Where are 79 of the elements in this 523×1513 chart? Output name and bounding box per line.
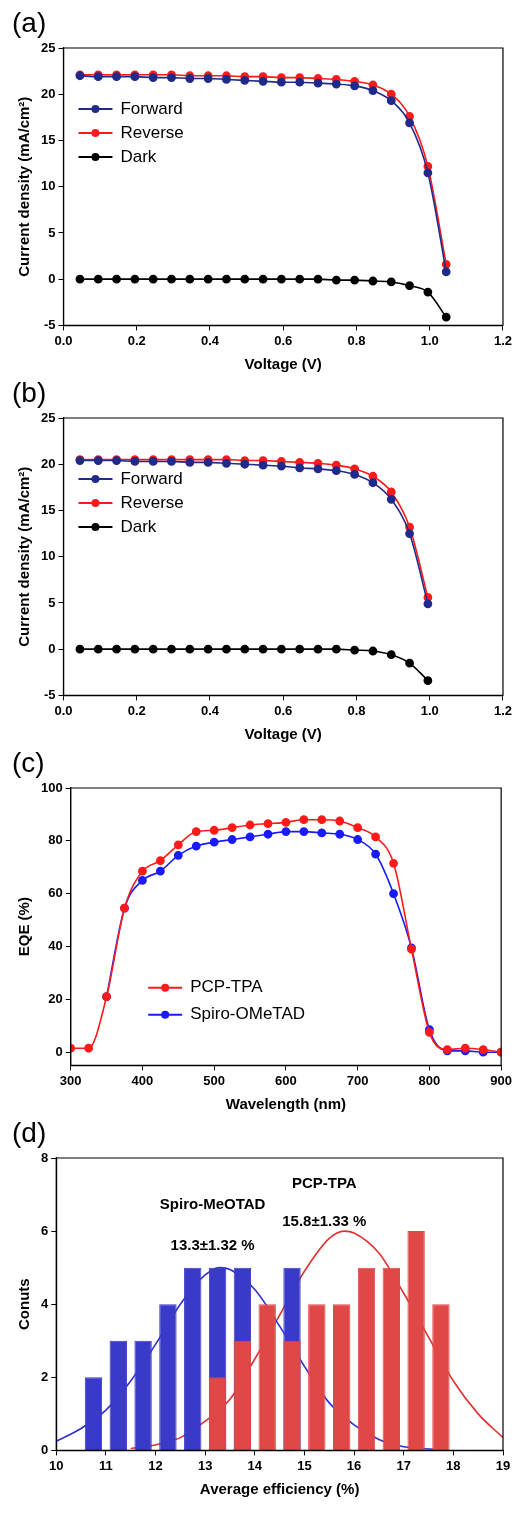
x-tick-label: 900 bbox=[490, 1072, 513, 1088]
x-tick-label: 600 bbox=[275, 1072, 297, 1088]
y-tick-label: 10 bbox=[40, 178, 56, 194]
y-tick-label: 10 bbox=[40, 548, 56, 564]
chart-title: (b) bbox=[12, 376, 47, 408]
legend-label: Dark bbox=[120, 516, 157, 536]
x-tick-label: 400 bbox=[131, 1072, 154, 1088]
y-axis-title: Conuts bbox=[15, 1278, 33, 1331]
x-axis-title: Wavelength (nm) bbox=[225, 1095, 347, 1113]
x-tick-label: 1.2 bbox=[493, 332, 512, 348]
annotation: 15.8±1.33 % bbox=[282, 1212, 367, 1230]
x-tick-label: 12 bbox=[148, 1457, 163, 1473]
legend-label: Forward bbox=[120, 98, 183, 118]
legend-label: PCP-TPA bbox=[190, 977, 264, 997]
x-tick-label: 1.0 bbox=[420, 332, 439, 348]
legend-label: Reverse bbox=[120, 122, 184, 142]
x-tick-label: 1.2 bbox=[493, 702, 512, 718]
y-tick-label: 100 bbox=[40, 779, 63, 795]
chart-title: (d) bbox=[12, 1116, 47, 1148]
y-tick-label: 20 bbox=[48, 990, 63, 1006]
x-tick-label: 0.2 bbox=[127, 332, 146, 348]
x-tick-label: 11 bbox=[99, 1457, 113, 1473]
y-tick-label: 0 bbox=[48, 270, 56, 286]
x-tick-label: 300 bbox=[59, 1072, 82, 1088]
y-tick-label: 40 bbox=[48, 938, 63, 954]
x-tick-label: 17 bbox=[396, 1457, 411, 1473]
chart-title: (c) bbox=[12, 746, 45, 778]
x-tick-label: 500 bbox=[203, 1072, 226, 1088]
y-tick-label: 4 bbox=[41, 1295, 49, 1311]
x-tick-label: 800 bbox=[418, 1072, 441, 1088]
y-axis-title: Current density (mA/cm²) bbox=[15, 466, 33, 647]
y-tick-label: 80 bbox=[48, 832, 63, 848]
x-tick-label: 0.0 bbox=[54, 332, 73, 348]
x-tick-label: 0.2 bbox=[127, 702, 146, 718]
y-tick-label: 6 bbox=[41, 1222, 49, 1238]
y-tick-label: -5 bbox=[43, 686, 56, 702]
y-tick-label: 15 bbox=[40, 132, 56, 148]
annotation: PCP-TPA bbox=[291, 1174, 357, 1192]
y-tick-label: 25 bbox=[40, 409, 56, 425]
legend-label: Dark bbox=[120, 146, 157, 166]
y-tick-label: -5 bbox=[43, 316, 56, 332]
x-tick-label: 0.4 bbox=[200, 332, 220, 348]
x-tick-label: 0.6 bbox=[274, 332, 293, 348]
x-tick-label: 1.0 bbox=[420, 702, 439, 718]
y-tick-label: 0 bbox=[48, 640, 56, 656]
legend-label: Reverse bbox=[120, 492, 184, 512]
y-axis-title: EQE (%) bbox=[15, 897, 33, 957]
y-tick-label: 0 bbox=[41, 1441, 49, 1457]
y-tick-label: 5 bbox=[48, 594, 56, 610]
y-tick-label: 60 bbox=[48, 885, 63, 901]
y-tick-label: 20 bbox=[40, 455, 56, 471]
annotation: Spiro-MeOTAD bbox=[159, 1194, 266, 1212]
x-axis-title: Average efficiency (%) bbox=[199, 1480, 360, 1498]
legend-label: Spiro-OMeTAD bbox=[190, 1004, 306, 1024]
x-tick-label: 18 bbox=[446, 1457, 461, 1473]
chart-title: (a) bbox=[12, 6, 47, 38]
x-tick-label: 14 bbox=[247, 1457, 263, 1473]
x-tick-label: 15 bbox=[297, 1457, 312, 1473]
y-tick-label: 5 bbox=[48, 224, 56, 240]
y-tick-label: 0 bbox=[55, 1043, 63, 1059]
y-tick-label: 15 bbox=[40, 502, 56, 518]
y-axis-title: Current density (mA/cm²) bbox=[15, 96, 33, 277]
y-tick-label: 2 bbox=[41, 1368, 49, 1384]
x-tick-label: 0.4 bbox=[200, 702, 220, 718]
x-tick-label: 700 bbox=[346, 1072, 369, 1088]
x-axis-title: Voltage (V) bbox=[244, 725, 322, 743]
x-tick-label: 19 bbox=[495, 1457, 511, 1473]
y-tick-label: 25 bbox=[40, 39, 56, 55]
x-tick-label: 13 bbox=[197, 1457, 213, 1473]
x-tick-label: 0.8 bbox=[347, 332, 366, 348]
y-tick-label: 8 bbox=[41, 1149, 49, 1165]
x-tick-label: 0.8 bbox=[347, 702, 366, 718]
x-tick-label: 0.0 bbox=[54, 702, 73, 718]
annotation: 13.3±1.32 % bbox=[170, 1235, 255, 1253]
x-tick-label: 0.6 bbox=[274, 702, 293, 718]
y-tick-label: 20 bbox=[40, 85, 56, 101]
x-axis-title: Voltage (V) bbox=[244, 355, 322, 373]
x-tick-label: 16 bbox=[346, 1457, 362, 1473]
legend-label: Forward bbox=[120, 468, 183, 488]
